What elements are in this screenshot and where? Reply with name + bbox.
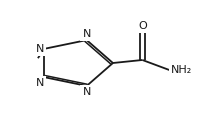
Text: N: N bbox=[36, 78, 44, 88]
Text: N: N bbox=[36, 44, 44, 54]
Text: N: N bbox=[83, 87, 91, 97]
Text: NH₂: NH₂ bbox=[171, 65, 192, 75]
Text: O: O bbox=[138, 21, 147, 31]
Text: N: N bbox=[83, 29, 91, 39]
